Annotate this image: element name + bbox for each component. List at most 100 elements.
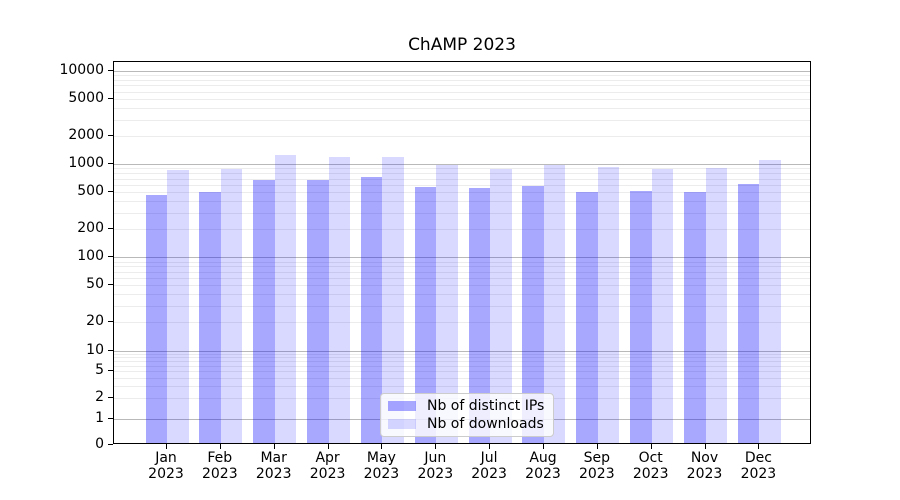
y-axis-tick-label: 10 [86, 341, 104, 358]
x-tick-year: 2023 [578, 466, 615, 482]
legend-item-distinct-ips: Nb of distinct IPs [388, 398, 544, 414]
y-axis-tick [108, 370, 113, 371]
x-tick-year: 2023 [740, 466, 777, 482]
legend: Nb of distinct IPs Nb of downloads [380, 393, 555, 437]
x-axis-tick-label: Nov 2023 [665, 450, 745, 482]
bar-downloads-jan [167, 170, 189, 443]
legend-item-downloads: Nb of downloads [388, 416, 544, 432]
x-axis-tick-label: Jul 2023 [449, 450, 529, 482]
x-axis-tick-label: Mar 2023 [234, 450, 314, 482]
legend-label-downloads: Nb of downloads [427, 416, 544, 432]
x-axis-tick-label: May 2023 [341, 450, 421, 482]
gridline-minor [114, 266, 810, 268]
bar-distinct-ips-apr [307, 180, 329, 443]
x-axis-tick-label: Sep 2023 [557, 450, 637, 482]
gridline-minor [114, 201, 810, 203]
x-tick-year: 2023 [525, 466, 561, 482]
bar-distinct-ips-oct [630, 190, 652, 443]
x-axis-tick [219, 444, 221, 449]
y-axis-tick-label: 1 [95, 409, 104, 426]
x-tick-month: Jul [480, 450, 498, 466]
x-tick-month: Aug [529, 450, 557, 466]
bar-distinct-ips-dec [737, 184, 760, 443]
x-axis-tick-label: Oct 2023 [611, 450, 691, 482]
gridline-minor [114, 108, 810, 109]
gridline-minor [114, 261, 810, 263]
bar-downloads-apr [328, 156, 351, 443]
y-axis-tick [108, 417, 113, 419]
y-axis-tick-label: 5000 [68, 90, 104, 106]
gridline-minor [114, 285, 810, 287]
legend-swatch-distinct-ips [388, 401, 416, 411]
x-axis-tick [543, 444, 544, 449]
y-axis-tick [108, 69, 113, 71]
gridline-minor [114, 212, 810, 214]
y-axis-tick-label: 2 [95, 389, 104, 405]
gridline-minor [114, 79, 810, 81]
y-axis-tick [108, 228, 113, 230]
bar-downloads-may [382, 157, 404, 443]
gridline-minor [114, 361, 810, 362]
x-axis-tick-label: Jun 2023 [395, 450, 475, 482]
gridline-minor [114, 306, 810, 307]
x-axis-tick-label: Apr 2023 [288, 450, 368, 482]
plot-area: Nb of distinct IPs Nb of downloads [113, 61, 811, 444]
gridline-minor [114, 75, 810, 77]
x-tick-month: Apr [315, 450, 340, 466]
x-tick-year: 2023 [148, 466, 184, 482]
x-axis-tick [650, 444, 652, 449]
y-axis-tick-label: 50 [86, 276, 104, 293]
x-axis-tick-label: Aug 2023 [503, 450, 583, 482]
y-axis-tick [108, 349, 113, 351]
x-axis-tick [166, 444, 167, 449]
x-tick-year: 2023 [255, 466, 292, 482]
bar-distinct-ips-aug [522, 186, 544, 443]
gridline-minor [114, 229, 810, 231]
gridline-minor [114, 278, 810, 279]
bar-downloads-dec [759, 160, 781, 443]
bar-downloads-feb [220, 169, 243, 443]
x-tick-month: May [366, 450, 396, 466]
y-axis-tick-label: 200 [77, 220, 104, 237]
x-tick-year: 2023 [363, 466, 400, 482]
x-tick-year: 2023 [686, 466, 723, 482]
gridline-minor [114, 91, 810, 93]
x-tick-year: 2023 [471, 466, 507, 482]
chart-title: ChAMP 2023 [408, 35, 516, 55]
bar-distinct-ips-jan [145, 195, 167, 443]
y-axis-tick [108, 284, 113, 286]
bar-downloads-mar [274, 155, 297, 443]
y-axis-tick [108, 397, 113, 398]
bar-distinct-ips-nov [684, 191, 706, 443]
bar-downloads-jun [436, 165, 458, 443]
gridline-major [114, 70, 810, 72]
y-axis-tick [108, 135, 113, 136]
x-tick-month: Sep [583, 450, 610, 466]
bar-downloads-oct [651, 168, 674, 443]
bar-downloads-jul [490, 169, 512, 443]
x-tick-month: Mar [260, 450, 287, 466]
x-axis-tick-label: Jan 2023 [126, 450, 206, 482]
gridline-minor [114, 294, 810, 296]
bar-distinct-ips-sep [576, 192, 598, 443]
gridline-minor [114, 173, 810, 175]
gridline-minor [114, 353, 810, 355]
legend-swatch-downloads [388, 419, 416, 429]
y-axis-tick-label: 2000 [68, 127, 104, 143]
bar-downloads-aug [543, 165, 566, 443]
y-axis-tick-label: 500 [77, 183, 104, 200]
gridline-minor [114, 365, 810, 367]
x-tick-month: Nov [690, 450, 719, 466]
gridline-minor [114, 136, 810, 137]
x-axis-tick [596, 444, 598, 449]
x-axis-tick [381, 444, 383, 449]
x-axis-tick [489, 444, 491, 449]
y-axis-tick-label: 0 [95, 435, 104, 452]
bar-distinct-ips-may [360, 177, 383, 443]
x-tick-month: Dec [744, 450, 772, 466]
y-axis-tick [108, 321, 113, 323]
x-tick-month: Oct [638, 450, 663, 466]
gridline-minor [114, 192, 810, 194]
y-axis-tick [108, 191, 113, 193]
